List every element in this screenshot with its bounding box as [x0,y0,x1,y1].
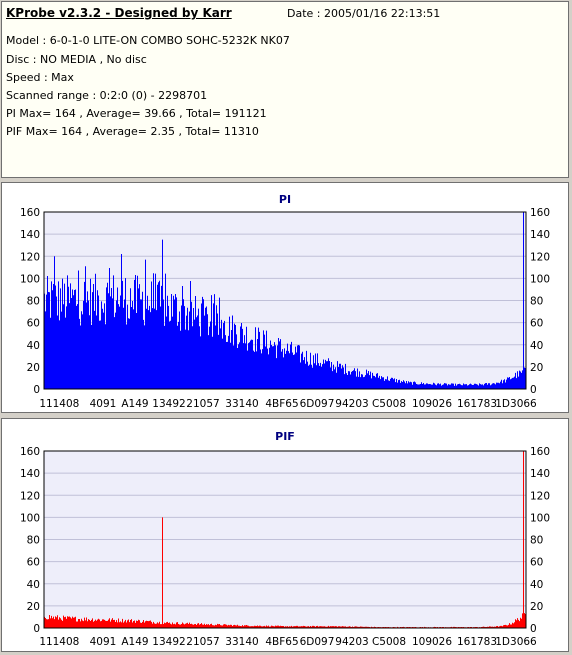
pi-x-tick-label: 4091 [90,398,117,410]
pif-y-tick-label-right: 20 [530,601,543,613]
pi-y-tick-label-right: 40 [530,340,543,352]
pif-y-tick-label-left: 0 [33,623,40,635]
pi-x-tick-label: C5008 [372,398,406,410]
pi-y-tick-label-left: 140 [20,229,40,241]
pif-y-tick-label-right: 140 [530,468,550,480]
pi-x-tick-label: 13492 [152,398,185,410]
pif-y-tick-label-left: 100 [20,512,40,524]
pif-y-tick-label-left: 40 [27,579,40,591]
pif-y-tick-label-left: 80 [27,535,40,547]
pi-x-tick-label: 94203 [335,398,368,410]
pif-x-tick-label: 33140 [225,636,258,648]
pif-chart-panel: PIF 0 0 20 20 40 40 60 60 80 80 100 100 120 120 140 140 1… [1,418,569,652]
pif-x-tick-label: A149 [121,636,148,648]
pi-y-tick-label-left: 80 [27,296,40,308]
pi-y-tick-label-left: 40 [27,340,40,352]
pi-plot-frame [43,211,527,390]
pi-bars [44,212,526,389]
pi-chart: PI 0 0 20 20 40 40 60 60 80 80 100 100 120 120 140 140 16… [20,193,550,410]
pi-x-tick-label: 33140 [225,398,258,410]
pif-chart-title: PIF [275,430,295,443]
pi-y-tick-label-right: 140 [530,229,550,241]
pi-x-tick-label: 21057 [186,398,219,410]
app-title: KProbe v2.3.2 - Designed by Karr [6,6,232,20]
pi-y-tick-label-right: 160 [530,207,550,219]
info-panel: KProbe v2.3.2 - Designed by Karr Date : … [1,1,569,178]
pif-x-tick-label: 1408 [53,636,80,648]
pif-y-tick-label-right: 100 [530,512,550,524]
pi-y-tick-label-left: 120 [20,251,40,263]
pif-y-tick-label-right: 80 [530,535,543,547]
pi-x-tick-label: 6D097 [300,398,335,410]
pif-y-tick-label-right: 120 [530,490,550,502]
pi-y-tick-label-right: 120 [530,251,550,263]
pif-x-tick-label: 21057 [186,636,219,648]
pif-y-tick-label-right: 60 [530,557,543,569]
pif-x-tick-label: 109026 [412,636,452,648]
scan-date: Date : 2005/01/16 22:13:51 [287,7,441,20]
pi-x-tick-label: 1D3066 [495,398,537,410]
pi-chart-title: PI [279,193,291,206]
disc-line: Disc : NO MEDIA , No disc [6,53,147,66]
pi-summary-line: PI Max= 164 , Average= 39.66 , Total= 19… [6,107,267,120]
speed-line: Speed : Max [6,71,74,84]
pi-y-tick-label-right: 80 [530,296,543,308]
pi-y-tick-label-right: 0 [530,384,537,396]
pi-y-tick-label-left: 20 [27,362,40,374]
pi-y-tick-label-right: 60 [530,318,543,330]
pi-y-tick-label-left: 60 [27,318,40,330]
pif-y-tick-label-left: 140 [20,468,40,480]
pif-x-tick-label: 4BF65 [265,636,298,648]
pif-y-tick-label-right: 160 [530,446,550,458]
pi-x-tick-label: 1408 [53,398,80,410]
pif-y-tick-label-right: 40 [530,579,543,591]
pif-x-tick-label: 94203 [335,636,368,648]
pif-chart: PIF 0 0 20 20 40 40 60 60 80 80 100 100 120 120 140 140 1… [20,430,550,648]
pi-x-tick-label: 109026 [412,398,452,410]
pi-chart-panel: PI 0 0 20 20 40 40 60 60 80 80 100 100 120 120 140 140 16… [1,182,569,413]
pif-x-tick-label: 13492 [152,636,185,648]
pi-x-tick-label: 4BF65 [265,398,298,410]
pif-y-tick-label-left: 120 [20,490,40,502]
pi-x-tick-label: A149 [121,398,148,410]
scanned-range-line: Scanned range : 0:2:0 (0) - 2298701 [6,89,208,102]
pif-y-tick-label-left: 160 [20,446,40,458]
pif-plot-frame [43,450,527,629]
pif-x-tick-label: 1D3066 [495,636,537,648]
pif-y-tick-label-right: 0 [530,623,537,635]
pi-y-tick-label-left: 100 [20,273,40,285]
pi-y-tick-label-right: 20 [530,362,543,374]
pi-x-tick-label: 11 [39,398,52,410]
pif-x-tick-label: 161783 [457,636,497,648]
pi-y-tick-label-left: 160 [20,207,40,219]
pi-y-tick-label-right: 100 [530,273,550,285]
pif-summary-line: PIF Max= 164 , Average= 2.35 , Total= 11… [6,125,259,138]
pif-x-tick-label: C5008 [372,636,406,648]
model-line: Model : 6-0-1-0 LITE-ON COMBO SOHC-5232K… [6,34,290,47]
pif-y-tick-label-left: 60 [27,557,40,569]
pif-x-tick-label: 6D097 [300,636,335,648]
pif-y-tick-label-left: 20 [27,601,40,613]
pif-x-tick-label: 11 [39,636,52,648]
pi-y-tick-label-left: 0 [33,384,40,396]
pi-x-tick-label: 161783 [457,398,497,410]
pif-x-tick-label: 4091 [90,636,117,648]
